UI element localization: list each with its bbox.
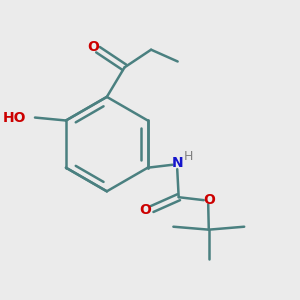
Text: O: O	[204, 193, 216, 207]
Text: O: O	[140, 203, 152, 218]
Text: HO: HO	[3, 110, 26, 124]
Text: O: O	[87, 40, 99, 54]
Text: N: N	[171, 156, 183, 170]
Text: H: H	[184, 150, 193, 163]
